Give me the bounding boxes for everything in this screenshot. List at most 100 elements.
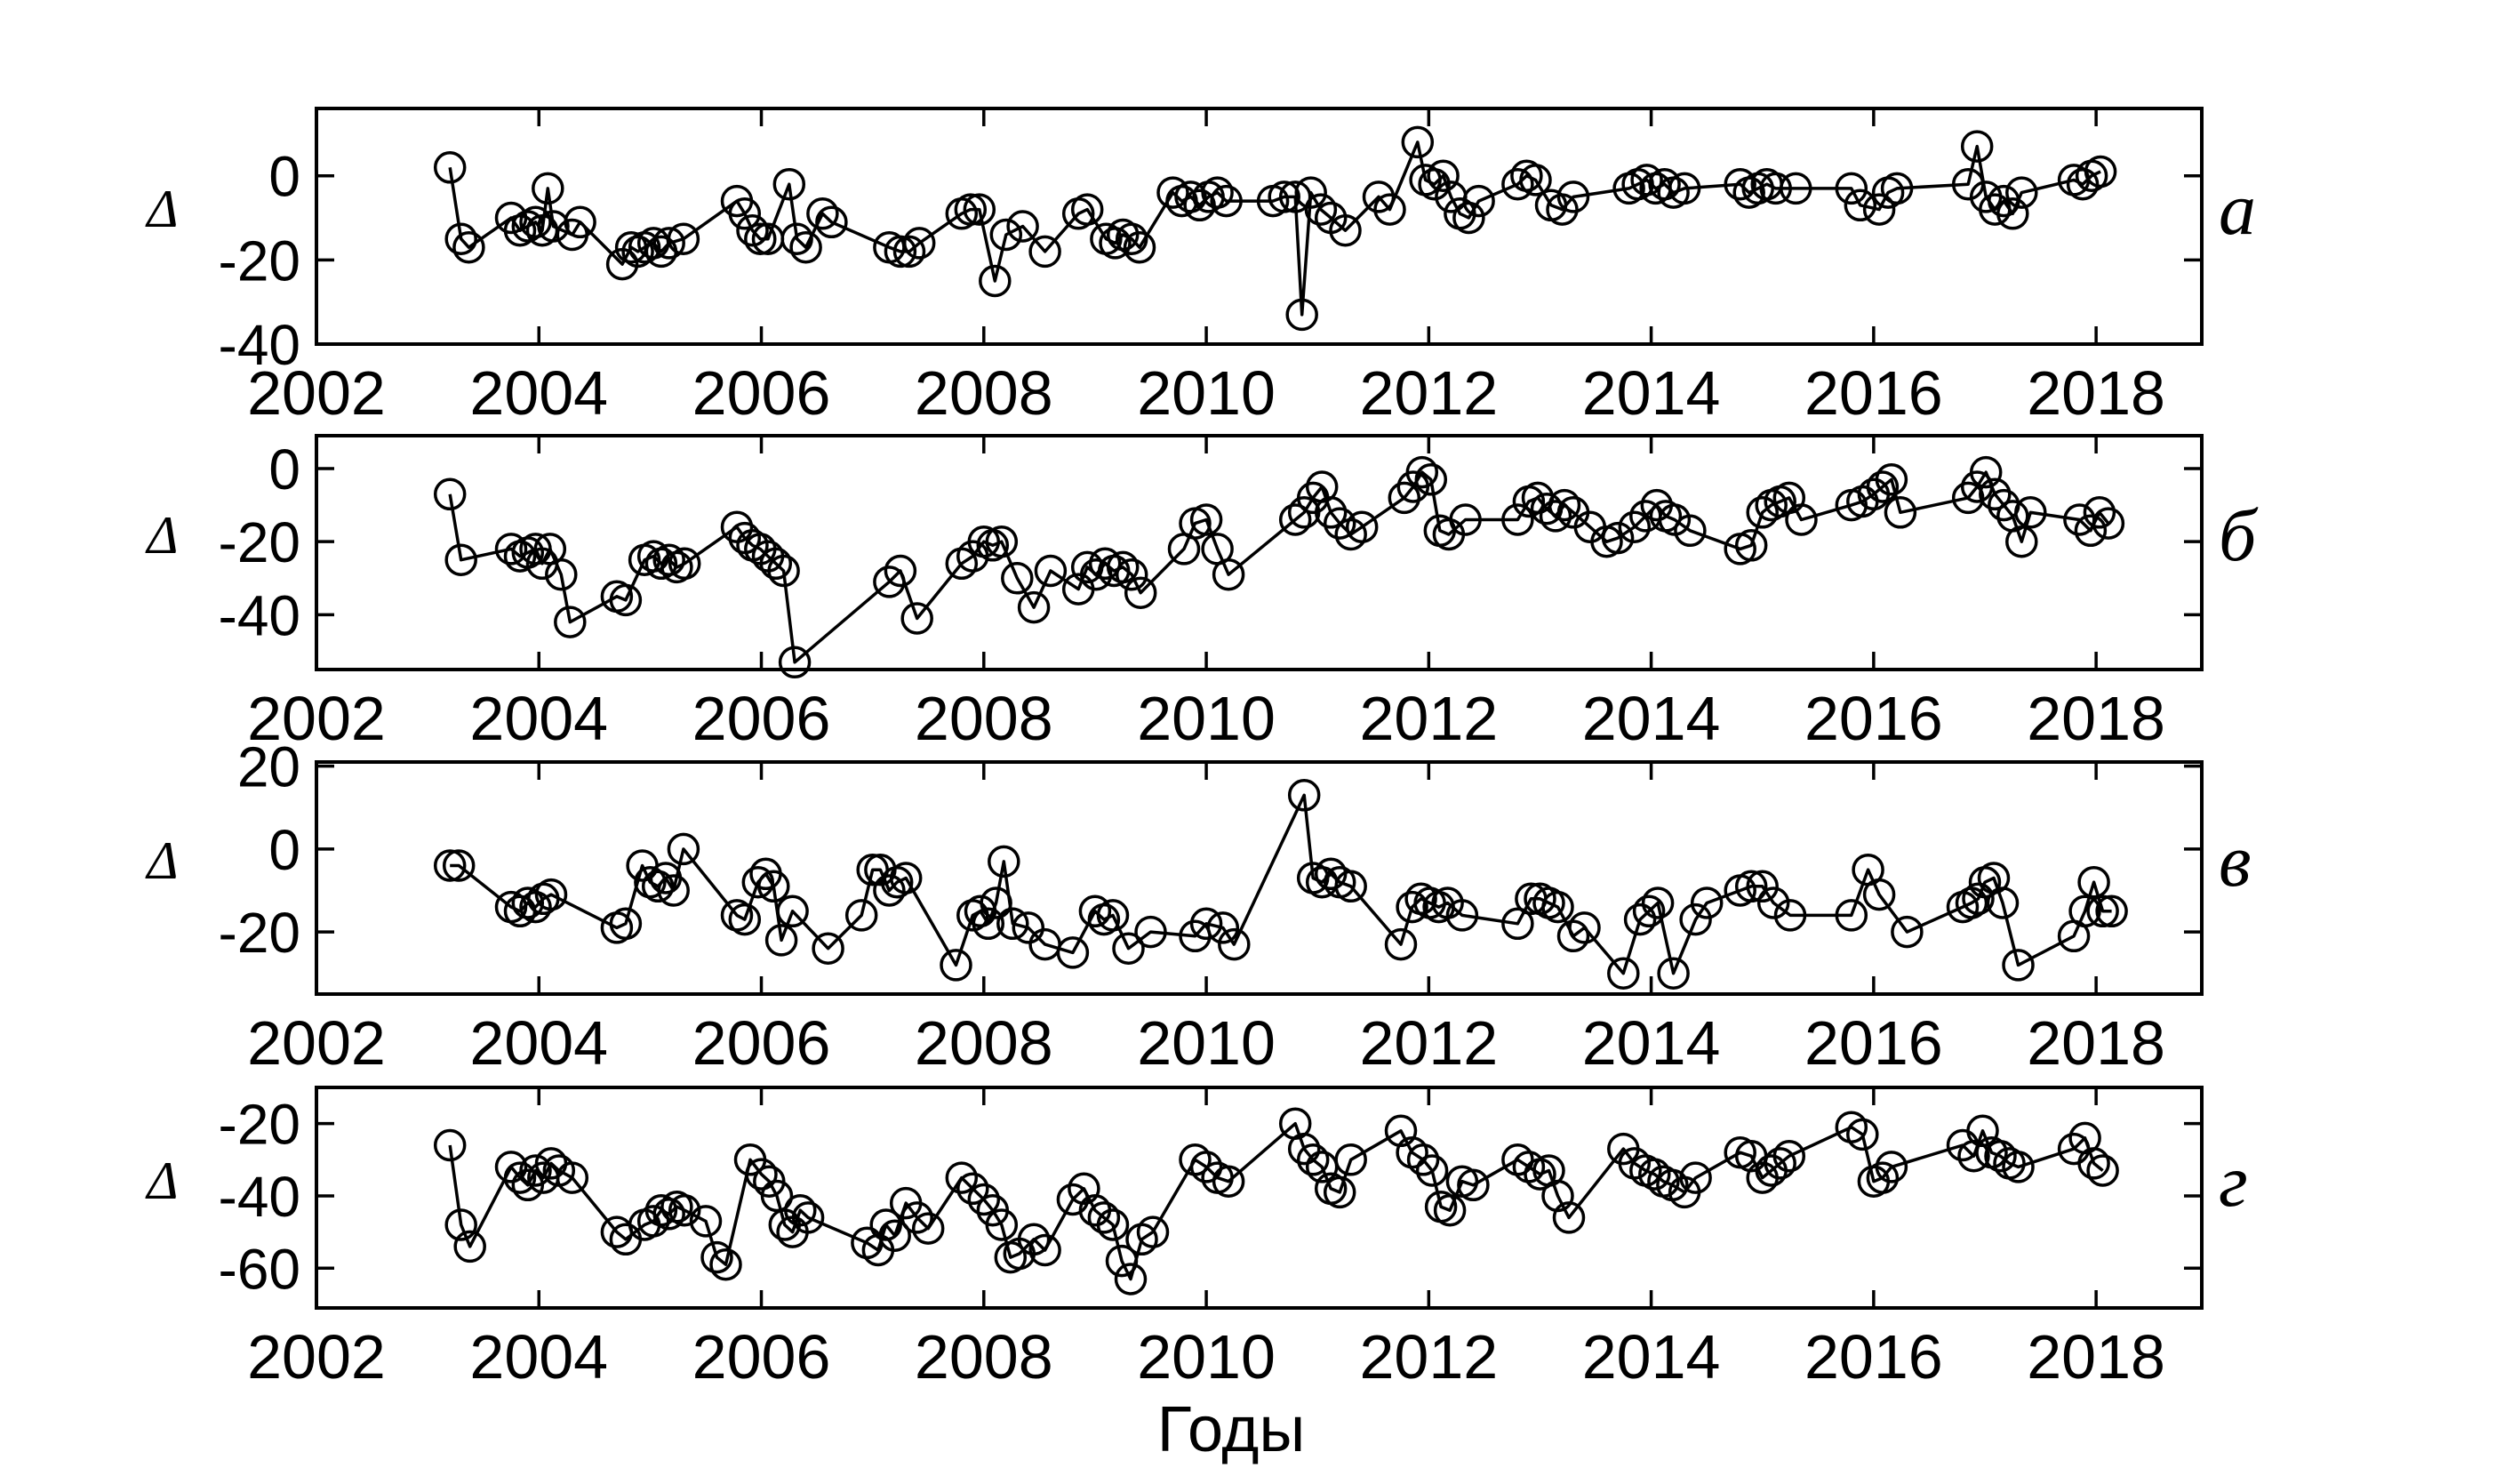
data-point-marker [545,558,578,591]
data-point-marker [1880,172,1914,205]
y-axis-label-panel-a: Δ [147,180,179,238]
data-point-marker [2005,525,2038,558]
data-point-marker [988,845,1020,878]
data-point-marker [1334,870,1367,903]
panel-letter-a: а [2219,168,2256,251]
data-point-marker [989,218,1023,252]
data-point-marker [433,849,467,882]
data-point-marker [1746,870,1779,903]
data-point-marker [2086,1154,2119,1187]
data-point-marker [668,1193,701,1227]
data-point-marker [453,1230,486,1263]
panel-letter-v: в [2219,820,2252,902]
data-point-marker [759,547,793,581]
data-point-marker [1891,915,1924,949]
data-point-marker [1134,915,1167,949]
data-point-marker [1966,1114,1999,1148]
data-point-marker [972,907,1005,941]
panel-а: 2002 2004 2006 2008 2010 2012 2014 2016 2018 0 -20… [219,107,2204,428]
data-point-marker [945,1161,979,1194]
x-tick-label: 2004 [469,1322,608,1392]
x-tick-label: 2010 [1137,1008,1276,1078]
data-point-marker [1979,477,2012,511]
data-point-marker [1156,176,1189,209]
data-point-marker [1657,957,1690,990]
data-point-marker [869,1208,902,1241]
panel-letter-b: б [2219,494,2257,577]
data-point-marker [900,1201,933,1234]
data-point-marker [1287,779,1321,812]
data-point-marker [1056,936,1090,969]
data-point-marker [519,1154,552,1187]
data-point-marker [1396,890,1428,924]
x-tick-label: 2002 [247,358,386,428]
data-point-marker [2077,1147,2110,1180]
x-tick-label: 2014 [1582,358,1721,428]
data-point-marker [652,1198,685,1231]
data-point-marker [1866,470,1900,503]
data-point-marker [1556,180,1590,213]
data-point-marker [1780,172,1812,205]
data-point-marker [494,1151,528,1183]
x-tick-label: 2004 [469,684,608,753]
x-tick-label: 2012 [1359,684,1498,753]
x-tick-label: 2008 [915,1008,1053,1078]
data-point-marker [2083,496,2116,529]
x-tick-label: 2004 [469,1008,608,1078]
panel-б: 2002 2004 2006 2008 2010 2012 2014 2016 2018 0 -20… [219,434,2204,753]
data-point-marker [1028,1233,1061,1267]
plot-box [315,107,2204,346]
data-point-marker [1373,193,1406,226]
data-point-marker [1406,1143,1440,1176]
data-point-marker [1846,1118,1879,1151]
data-point-marker [1323,507,1356,540]
data-point-marker [709,1247,742,1281]
data-point-marker [1679,902,1712,936]
data-point-marker [636,1205,670,1238]
data-point-marker [1345,510,1379,543]
data-point-marker [963,193,996,226]
data-point-marker [689,1205,723,1238]
data-point-marker [1099,227,1132,260]
data-point-marker [1462,184,1495,218]
data-point-marker [1452,201,1485,235]
data-point-marker [667,222,700,255]
data-point-marker [815,205,848,239]
data-point-marker [2005,176,2038,209]
data-point-marker [1334,1143,1367,1176]
data-point-marker [1112,932,1145,965]
data-point-marker [1568,911,1601,944]
x-tick-label: 2018 [2027,1008,2165,1078]
data-point-marker [621,235,654,269]
data-point-marker [1106,550,1140,584]
data-point-marker [1329,213,1362,247]
y-tick-label: -20 [219,1093,301,1157]
data-point-marker [767,554,800,588]
data-point-marker [1304,193,1338,226]
y-tick-label: 0 [268,818,300,882]
data-point-marker [873,874,906,907]
data-point-marker [657,874,690,907]
y-tick-label: -60 [219,1237,301,1301]
y-tick-label: 0 [268,145,300,209]
data-point-marker [1835,899,1868,932]
x-tick-label: 2018 [2027,684,2165,753]
y-tick-label: -40 [219,583,301,647]
data-point-marker [1314,496,1348,529]
x-tick-label: 2008 [915,684,1053,753]
data-point-marker [1638,1158,1671,1191]
data-point-marker [2095,894,2128,928]
data-point-marker [1501,503,1534,536]
data-point-marker [609,583,643,617]
x-tick-label: 2008 [915,358,1053,428]
data-point-marker [1401,125,1435,159]
data-point-marker [884,235,917,269]
data-point-marker [1362,180,1396,213]
data-point-marker [503,1161,537,1194]
data-point-marker [537,210,570,243]
data-point-marker [2002,949,2035,982]
data-point-marker [1519,164,1552,197]
data-point-marker [667,832,700,866]
data-point-marker [902,227,936,260]
data-point-marker [1189,503,1223,536]
